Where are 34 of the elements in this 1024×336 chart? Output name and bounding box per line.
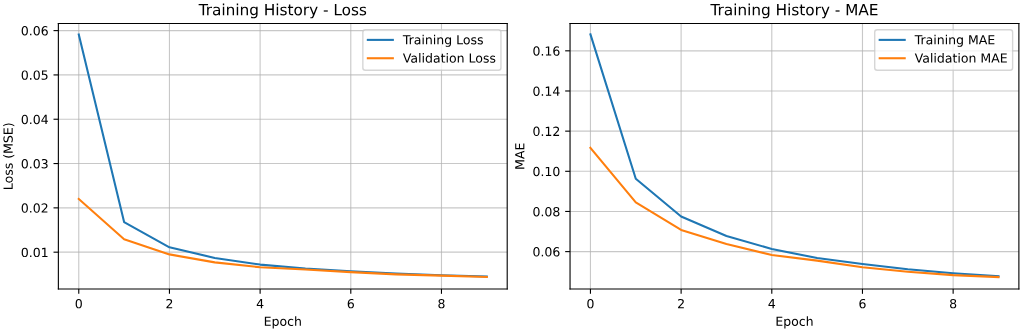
x-tick-label: 8: [950, 298, 957, 309]
y-tick-label: 0.10: [533, 166, 560, 177]
x-axis-title: Epoch: [264, 316, 301, 329]
legend-label: Validation MAE: [914, 53, 1007, 63]
y-tick-label: 0.06: [21, 26, 48, 36]
line-series: [77, 197, 488, 279]
y-axis-title: MAE: [515, 143, 525, 169]
y-tick-label: 0.12: [533, 126, 560, 137]
x-tick-label: 0: [587, 298, 594, 309]
legend-label: Training MAE: [914, 34, 995, 47]
y-tick-label: 0.16: [533, 46, 560, 56]
legend-label: Training Loss: [402, 34, 483, 47]
y-tick-label: 0.08: [533, 206, 560, 217]
x-tick-label: 6: [859, 298, 866, 309]
x-tick-label: 4: [768, 299, 776, 309]
x-tick-label: 2: [166, 298, 173, 309]
y-tick-label: 0.02: [21, 203, 48, 213]
y-tick-label: 0.04: [21, 114, 48, 125]
y-tick-label: 0.03: [21, 159, 48, 169]
x-tick-label: 2: [678, 298, 684, 309]
x-axis-title: Epoch: [776, 316, 813, 329]
x-tick-label: 6: [347, 298, 354, 309]
y-tick-label: 0.14: [533, 86, 560, 96]
x-tick-label: 4: [256, 299, 264, 309]
x-tick-label: 0: [75, 298, 82, 309]
y-axis-title: Loss (MSE): [3, 123, 15, 189]
chart-title: Training History - MAE: [710, 3, 878, 19]
chart-title: Training History - Loss: [198, 3, 367, 19]
y-tick-label: 0.06: [533, 247, 560, 257]
y-tick-label: 0.01: [21, 247, 48, 258]
x-tick-label: 8: [438, 298, 445, 309]
legend-label: Validation Loss: [402, 53, 496, 63]
line-series: [589, 146, 1000, 279]
y-tick-label: 0.05: [21, 70, 48, 80]
